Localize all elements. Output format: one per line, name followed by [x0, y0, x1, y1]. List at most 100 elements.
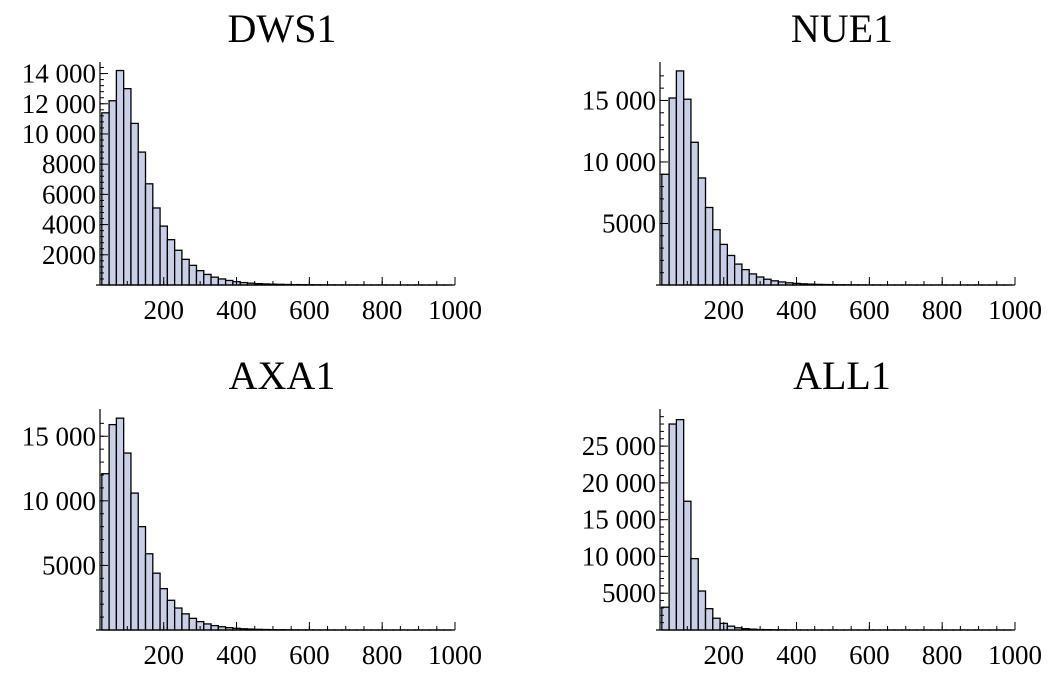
histogram-bar [691, 559, 698, 630]
y-tick-label: 8000 [42, 149, 96, 179]
histogram-bar [698, 178, 705, 285]
histogram-bar [211, 626, 218, 630]
x-tick-label: 1000 [988, 295, 1042, 325]
histogram-bar [226, 280, 233, 285]
x-tick-label: 800 [922, 295, 963, 325]
y-tick-label: 10 000 [22, 119, 96, 149]
histogram-bar [138, 152, 145, 285]
histogram-bar [662, 607, 669, 630]
histogram-bar [742, 270, 749, 285]
histogram-bar [167, 240, 174, 285]
histogram-bar [175, 608, 182, 630]
x-tick-label: 200 [143, 295, 184, 325]
panel-title: ALL1 [793, 353, 891, 398]
histogram-bar [706, 609, 713, 630]
y-tick-label: 6000 [42, 179, 96, 209]
bars-group [102, 418, 452, 630]
histogram-bar [676, 420, 683, 630]
histogram-bar [102, 474, 109, 630]
histogram-bar [116, 71, 123, 285]
histogram-bar [131, 493, 138, 630]
y-tick-label: 5000 [602, 208, 656, 238]
bars-group [662, 420, 1012, 630]
y-tick-label: 15 000 [582, 505, 656, 535]
histogram-bar [153, 208, 160, 285]
histogram-bar [218, 279, 225, 285]
histogram-bar [727, 255, 734, 285]
y-tick-label: 4000 [42, 210, 96, 240]
histogram-bar [735, 264, 742, 285]
histogram-bar [175, 250, 182, 285]
y-tick-label: 15 000 [582, 85, 656, 115]
panel-title: DWS1 [228, 6, 337, 51]
histogram-bar [138, 527, 145, 630]
histogram-bar [684, 501, 691, 630]
histogram-bar [204, 624, 211, 630]
ticks-group: 5000 10 000 15 000 20 000 25 000 200 400 600 800… [582, 417, 1042, 670]
histogram-bar [669, 424, 676, 630]
x-tick-label: 600 [849, 295, 890, 325]
histogram-bar [706, 207, 713, 285]
histogram-bar [713, 230, 720, 285]
histogram-bar [131, 123, 138, 285]
histogram-bar [662, 174, 669, 285]
histogram-bar [189, 265, 196, 285]
histogram-bar [182, 259, 189, 285]
bars-group [662, 71, 1012, 285]
histogram-bar [684, 99, 691, 285]
x-tick-label: 600 [289, 295, 330, 325]
x-tick-label: 600 [849, 640, 890, 670]
y-tick-label: 5000 [42, 550, 96, 580]
histogram-bar [146, 184, 153, 285]
x-tick-label: 200 [143, 640, 184, 670]
histogram-bar [764, 279, 771, 285]
x-tick-label: 200 [703, 640, 744, 670]
histogram-bar [102, 113, 109, 285]
x-tick-label: 1000 [428, 295, 482, 325]
y-tick-label: 20 000 [582, 468, 656, 498]
panel-title: NUE1 [791, 6, 893, 51]
histogram-bar [146, 554, 153, 630]
x-tick-label: 400 [216, 295, 257, 325]
histogram-bar [771, 281, 778, 285]
bars-group [102, 71, 452, 285]
x-tick-label: 1000 [428, 640, 482, 670]
x-tick-label: 600 [289, 640, 330, 670]
x-tick-label: 800 [362, 295, 403, 325]
histogram-bar [160, 226, 167, 285]
x-tick-label: 400 [776, 295, 817, 325]
histogram-bar [167, 600, 174, 630]
histogram-panel-all1: ALL1 5000 10 000 15 000 20 000 25 000 200 400 6… [582, 353, 1042, 670]
histogram-bar [124, 453, 131, 630]
histogram-bar [669, 98, 676, 285]
y-tick-label: 10 000 [582, 541, 656, 571]
panel-title: AXA1 [229, 353, 336, 398]
x-tick-label: 800 [362, 640, 403, 670]
histogram-bar [691, 142, 698, 285]
y-tick-label: 10 000 [582, 147, 656, 177]
histogram-bar [204, 274, 211, 285]
histogram-bar [182, 614, 189, 630]
histogram-bar [211, 277, 218, 285]
histogram-bar [124, 89, 131, 285]
histogram-bar [749, 274, 756, 285]
histogram-bar [698, 591, 705, 630]
y-tick-label: 5000 [602, 578, 656, 608]
x-tick-label: 1000 [988, 640, 1042, 670]
histogram-bar [676, 71, 683, 285]
y-tick-label: 25 000 [582, 431, 656, 461]
histogram-bar [713, 618, 720, 630]
x-tick-label: 800 [922, 640, 963, 670]
y-tick-label: 14 000 [22, 59, 96, 89]
histogram-bar [153, 573, 160, 630]
x-tick-label: 400 [776, 640, 817, 670]
histogram-bar [189, 618, 196, 630]
y-tick-label: 15 000 [22, 421, 96, 451]
histogram-bar [109, 425, 116, 630]
